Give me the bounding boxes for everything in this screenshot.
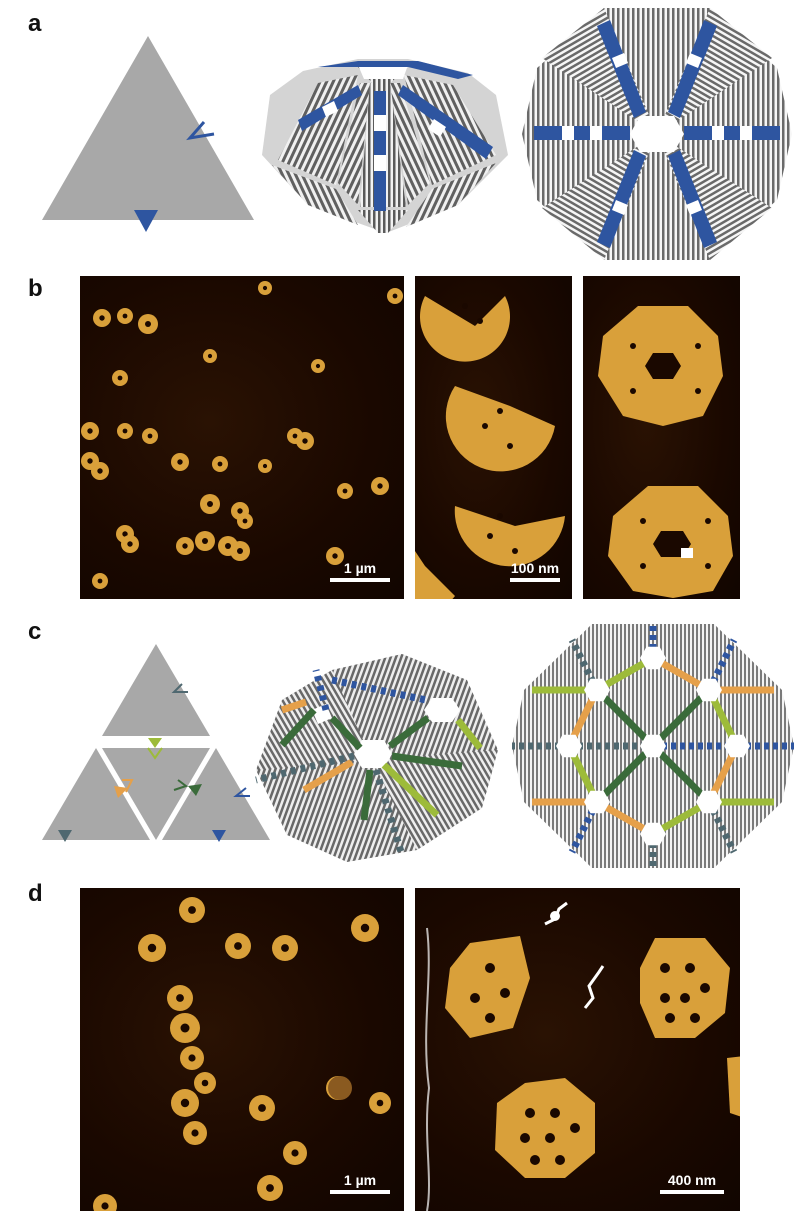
binding-site-marker (134, 210, 158, 232)
staple-strand-line (594, 687, 656, 749)
origami-particle (138, 314, 158, 334)
origami-particle (142, 428, 158, 444)
origami-particle (212, 456, 228, 472)
origami-particle (112, 370, 128, 386)
origami-particle (93, 309, 111, 327)
origami-particle (176, 537, 194, 555)
blue-strand (534, 126, 630, 140)
origami-particle (93, 1194, 117, 1211)
origami-particle (171, 1089, 199, 1117)
panel-label-b: b (28, 275, 43, 302)
origami-particle (311, 359, 325, 373)
afm-image-d-zoom: 400 nm (415, 888, 740, 1211)
origami-particle (167, 985, 193, 1011)
origami-particle (257, 1175, 283, 1201)
panel-c-dome-model (252, 640, 508, 865)
origami-particle (203, 349, 217, 363)
staple-strand-line (650, 743, 712, 805)
lattice-hole (556, 734, 582, 758)
lattice-hole (640, 646, 666, 670)
origami-particle (171, 453, 189, 471)
afm-image-b-zoom-2 (583, 276, 740, 599)
origami-particle (117, 308, 133, 324)
origami-particle (138, 934, 166, 962)
scale-bar-1um: 1 µm (330, 1172, 390, 1194)
afm-image-d-overview: 1 µm (80, 888, 404, 1211)
panel-a-triangle-schematic (36, 30, 256, 240)
origami-particle (337, 483, 353, 499)
triangle-tile (42, 36, 254, 220)
lattice-hole (724, 734, 750, 758)
scale-bar-100nm: 100 nm (510, 560, 560, 582)
origami-particle (237, 513, 253, 529)
origami-particle (194, 1072, 216, 1094)
origami-particle (296, 432, 314, 450)
blue-strand (398, 85, 493, 159)
origami-particle (249, 1095, 275, 1121)
panel-label-a: a (28, 10, 42, 37)
origami-particle (225, 933, 251, 959)
blue-strand (597, 20, 646, 118)
panel-label-d: d (28, 880, 43, 907)
afm-image-b-overview: 1 µm (80, 276, 404, 599)
staple-strand-line (594, 743, 656, 805)
scale-bar-label: 400 nm (667, 1172, 717, 1188)
origami-particle (351, 914, 379, 942)
origami-particle (170, 1013, 200, 1043)
panel-a-hexagon-layout (522, 8, 792, 260)
blue-strand (597, 150, 646, 248)
origami-particle (81, 422, 99, 440)
origami-particle (91, 462, 109, 480)
origami-particle (326, 547, 344, 565)
panel-c-hexagon-layout (512, 620, 794, 872)
origami-particle (258, 281, 272, 295)
panel-c-four-triangle-schematic (36, 640, 276, 855)
lattice-hole (584, 678, 610, 702)
origami-particle (117, 423, 133, 439)
lattice-hole (696, 678, 722, 702)
origami-particle (183, 1121, 207, 1145)
origami-particle (272, 935, 298, 961)
scale-bar-label: 1 µm (343, 1172, 377, 1188)
origami-particle (369, 1092, 391, 1114)
staple-strand-line (650, 687, 712, 749)
scale-bar-400nm: 400 nm (660, 1172, 724, 1194)
lattice-hole (696, 790, 722, 814)
origami-particle (258, 459, 272, 473)
afm-image-b-zoom-1: 100 nm (415, 276, 572, 599)
origami-particle (92, 573, 108, 589)
blue-strand (684, 126, 780, 140)
blue-strand (374, 91, 386, 211)
origami-particle (200, 494, 220, 514)
blue-strand (668, 150, 717, 248)
scale-bar-label: 1 µm (343, 560, 377, 576)
scale-bar-1um: 1 µm (330, 560, 390, 582)
origami-particle (179, 897, 205, 923)
blue-strand (668, 20, 717, 118)
origami-particle (230, 541, 250, 561)
binding-site-marker (186, 121, 215, 141)
scale-bar-label: 100 nm (510, 560, 560, 576)
origami-particle (180, 1046, 204, 1070)
lattice-hole (584, 790, 610, 814)
lattice-hole (640, 822, 666, 846)
panel-a-dome-model (258, 55, 510, 235)
origami-particle (371, 477, 389, 495)
origami-particle (121, 535, 139, 553)
origami-particle (387, 288, 403, 304)
origami-particle (195, 531, 215, 551)
lattice-hole (640, 734, 666, 758)
origami-particle (283, 1141, 307, 1165)
panel-label-c: c (28, 618, 42, 645)
